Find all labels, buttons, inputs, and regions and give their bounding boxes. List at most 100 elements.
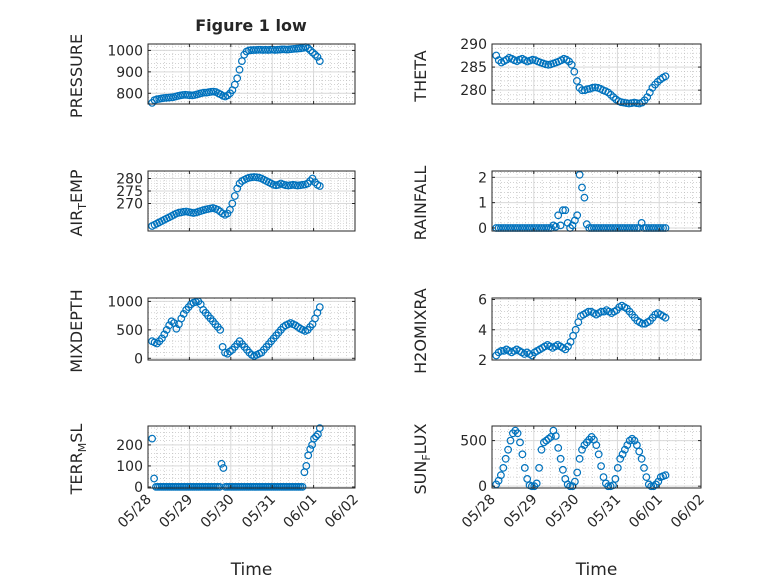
data-point xyxy=(223,91,232,100)
y-tick-label: 0 xyxy=(478,479,487,495)
data-point xyxy=(582,220,591,229)
y-tick-label: 4 xyxy=(478,323,487,339)
data-point xyxy=(554,211,563,220)
rainfall-plot-area xyxy=(492,171,701,231)
y-tick-label: 200 xyxy=(116,438,143,454)
x-tick-label: 06/01 xyxy=(626,492,666,532)
data-point xyxy=(618,450,627,459)
data-point xyxy=(312,432,320,441)
y-tick-label: 0 xyxy=(134,480,143,496)
data-point xyxy=(233,74,242,83)
data-point xyxy=(654,477,663,486)
data-point xyxy=(661,471,670,480)
data-point xyxy=(613,464,622,472)
terr_msl-axes: 0 100 200 05/28 05/29 05/30 05/31 06/01 06/02 TER… xyxy=(67,424,362,580)
data-point xyxy=(157,334,166,343)
data-point xyxy=(523,475,532,483)
data-point xyxy=(578,86,586,95)
data-point xyxy=(217,459,226,468)
y-tick-label: 0 xyxy=(478,221,487,237)
x-tick-label: 05/29 xyxy=(156,492,196,532)
data-point xyxy=(501,454,510,463)
data-point xyxy=(594,450,603,459)
data-point xyxy=(642,473,651,482)
data-point xyxy=(580,193,589,202)
sunflux-axes-box xyxy=(491,425,702,489)
rainfall-ylabel: RAINFALL xyxy=(411,166,430,241)
data-point xyxy=(315,424,324,433)
theta-axes: 280 285 290 THETA xyxy=(411,37,702,108)
data-point xyxy=(311,50,320,59)
h2omixra-axes-box xyxy=(491,297,702,361)
data-point xyxy=(303,179,312,188)
data-point xyxy=(544,434,553,443)
data-point xyxy=(578,445,586,454)
x-tick-label: 06/02 xyxy=(322,492,362,532)
data-point xyxy=(551,222,560,231)
data-point xyxy=(306,46,315,55)
data-point xyxy=(542,436,551,445)
data-point xyxy=(573,468,582,477)
h2omixra-series xyxy=(492,301,670,360)
data-point xyxy=(504,445,513,454)
data-point xyxy=(518,450,527,459)
y-tick-label: 500 xyxy=(116,323,143,339)
y-tick-label: 0 xyxy=(134,351,143,367)
h2omixra-axes: 2 4 6 H2OMIXRA xyxy=(411,288,702,374)
data-point xyxy=(219,464,228,472)
y-tick-label: 900 xyxy=(116,65,143,81)
data-point xyxy=(571,325,580,334)
data-point xyxy=(284,181,293,190)
data-point xyxy=(616,454,625,463)
pressure-ylabel: PRESSURE xyxy=(67,34,86,118)
y-tick-label: 275 xyxy=(116,184,143,200)
data-point xyxy=(302,462,311,470)
data-point xyxy=(235,65,244,74)
data-point xyxy=(554,444,563,452)
y-tick-label: 1000 xyxy=(107,43,143,59)
data-point xyxy=(597,307,606,316)
air_temp-series xyxy=(148,173,324,230)
data-point xyxy=(661,313,670,322)
data-point xyxy=(520,464,529,472)
data-point xyxy=(177,314,186,323)
x-tick-label: 06/01 xyxy=(281,492,321,532)
y-tick-label: 285 xyxy=(460,60,487,76)
x-tick-label: 05/28 xyxy=(115,492,155,532)
data-point xyxy=(573,211,582,220)
x-tick-label: 06/02 xyxy=(668,492,708,532)
data-point xyxy=(294,181,302,190)
data-point xyxy=(573,76,581,85)
data-point xyxy=(516,438,524,447)
y-tick-label: 1000 xyxy=(107,294,143,310)
data-point xyxy=(592,441,601,450)
data-point xyxy=(537,445,546,454)
figure-title: Figure 1 low xyxy=(195,16,307,35)
terr_msl-ylabel: TERRMSL xyxy=(67,424,89,496)
data-point xyxy=(604,482,613,491)
data-point xyxy=(535,464,543,472)
data-point xyxy=(584,307,593,316)
data-point xyxy=(578,183,586,192)
air_temp-ylabel: AIRTEMP xyxy=(67,169,89,236)
data-point xyxy=(298,483,307,491)
theta-grid xyxy=(492,43,701,105)
data-point xyxy=(179,207,188,216)
data-point xyxy=(172,324,181,333)
sunflux-ylabel: SUNFLUX xyxy=(411,423,433,494)
data-point xyxy=(597,462,605,471)
data-point xyxy=(215,483,224,491)
sunflux-xlabel: Time xyxy=(575,560,618,580)
pressure-series xyxy=(148,43,324,107)
data-point xyxy=(571,477,579,486)
data-point xyxy=(497,347,506,355)
data-point xyxy=(497,471,505,480)
data-point xyxy=(640,464,648,472)
mixdepth-axes: 0 500 1000 MIXDEPTH xyxy=(67,289,356,373)
data-point xyxy=(551,432,560,440)
theta-series xyxy=(492,51,670,108)
y-tick-label: 1 xyxy=(478,196,487,212)
x-tick-label: 05/28 xyxy=(459,492,499,532)
data-point xyxy=(567,60,576,69)
